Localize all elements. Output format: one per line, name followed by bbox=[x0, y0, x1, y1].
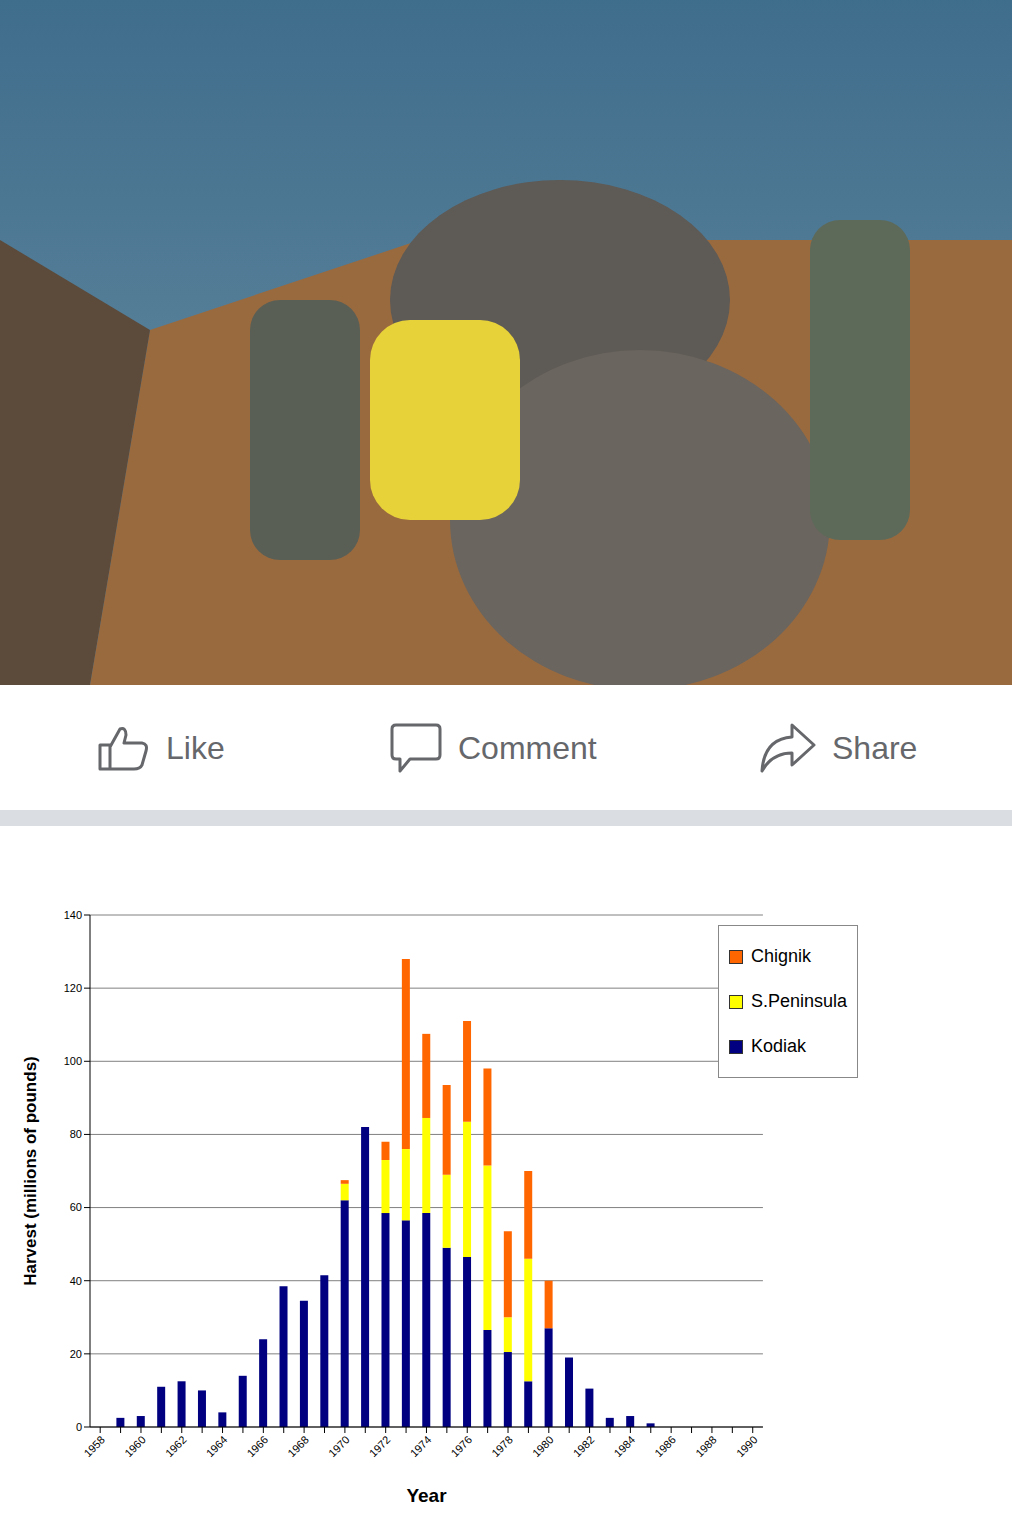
svg-text:80: 80 bbox=[70, 1128, 82, 1140]
svg-text:1966: 1966 bbox=[244, 1433, 270, 1459]
svg-text:1968: 1968 bbox=[285, 1433, 311, 1459]
svg-text:1978: 1978 bbox=[489, 1433, 515, 1459]
html-text:Like: Like bbox=[166, 729, 225, 766]
svg-text:0: 0 bbox=[76, 1421, 82, 1433]
svg-text:140: 140 bbox=[64, 909, 82, 921]
svg-text:20: 20 bbox=[70, 1348, 82, 1360]
html-text:Chignik: Chignik bbox=[750, 946, 811, 966]
svg-text:1972: 1972 bbox=[367, 1433, 393, 1459]
svg-text:1984: 1984 bbox=[612, 1433, 638, 1459]
svg-text:1988: 1988 bbox=[693, 1433, 719, 1459]
html-text:Kodiak: Kodiak bbox=[750, 1036, 806, 1056]
svg-text:1958: 1958 bbox=[81, 1433, 107, 1459]
svg-text:1976: 1976 bbox=[448, 1433, 474, 1459]
html-text:Comment: Comment bbox=[458, 729, 597, 766]
svg-text:1980: 1980 bbox=[530, 1433, 556, 1459]
html-text:S.Peninsula: S.Peninsula bbox=[750, 991, 847, 1011]
svg-text:1962: 1962 bbox=[163, 1433, 189, 1459]
svg-text:120: 120 bbox=[64, 982, 82, 994]
svg-text:1964: 1964 bbox=[204, 1433, 230, 1459]
svg-text:Harvest (millions of pounds): Harvest (millions of pounds) bbox=[21, 1056, 40, 1286]
svg-text:1982: 1982 bbox=[571, 1433, 597, 1459]
svg-text:1974: 1974 bbox=[408, 1433, 434, 1459]
svg-text:1990: 1990 bbox=[734, 1433, 760, 1459]
html-text:Share: Share bbox=[832, 729, 918, 766]
svg-text:40: 40 bbox=[70, 1275, 82, 1287]
svg-text:Year: Year bbox=[406, 1485, 447, 1506]
svg-text:1970: 1970 bbox=[326, 1433, 352, 1459]
svg-text:60: 60 bbox=[70, 1201, 82, 1213]
svg-text:1960: 1960 bbox=[122, 1433, 148, 1459]
svg-text:100: 100 bbox=[64, 1055, 82, 1067]
svg-text:1986: 1986 bbox=[652, 1433, 678, 1459]
